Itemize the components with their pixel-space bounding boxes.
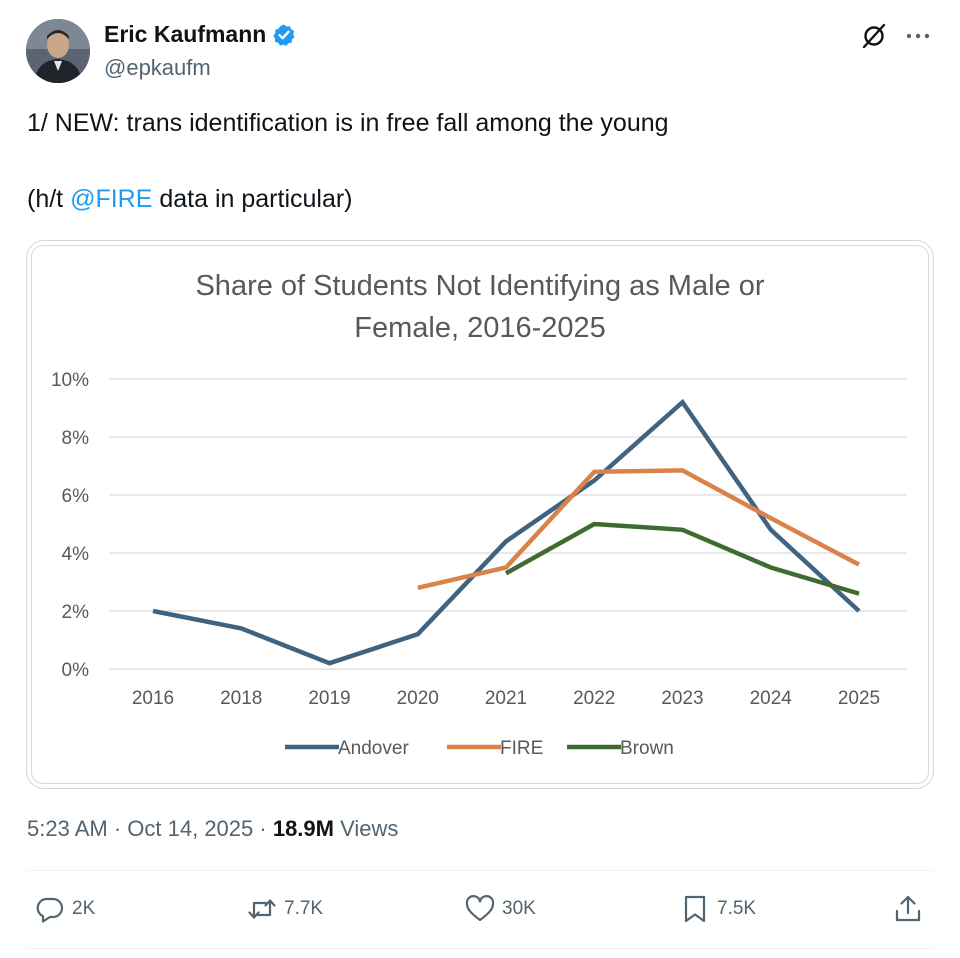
legend-label: Andover bbox=[338, 738, 409, 759]
repost-icon bbox=[248, 899, 276, 919]
bookmark-icon bbox=[684, 895, 706, 923]
chart-frame bbox=[31, 245, 929, 784]
tweet-date[interactable]: Oct 14, 2025 bbox=[127, 816, 254, 841]
more-icon[interactable] bbox=[903, 22, 933, 50]
tweet-text-line-1: 1/ NEW: trans identification is in free … bbox=[27, 109, 669, 137]
text-prefix: (h/t bbox=[27, 185, 71, 213]
legend-label: FIRE bbox=[500, 738, 543, 759]
meta-separator: · bbox=[253, 816, 273, 841]
repost-count: 7.7K bbox=[284, 898, 324, 919]
divider bbox=[27, 870, 933, 871]
x-tick-label: 2023 bbox=[661, 688, 703, 709]
x-tick-label: 2019 bbox=[308, 688, 350, 709]
repost-button[interactable]: 7.7K bbox=[246, 893, 323, 925]
share-button[interactable] bbox=[892, 893, 924, 925]
x-tick-label: 2020 bbox=[397, 688, 439, 709]
text-suffix: data in particular) bbox=[152, 185, 353, 213]
bookmark-button[interactable]: 7.5K bbox=[679, 893, 756, 925]
tweet-time[interactable]: 5:23 AM bbox=[27, 816, 108, 841]
y-tick-label: 6% bbox=[62, 486, 90, 507]
divider bbox=[27, 948, 933, 949]
chart-title-line-1: Share of Students Not Identifying as Mal… bbox=[195, 270, 764, 302]
reply-count: 2K bbox=[72, 898, 96, 919]
y-tick-label: 4% bbox=[62, 544, 90, 565]
share-icon bbox=[895, 895, 921, 922]
bookmark-count: 7.5K bbox=[717, 898, 757, 919]
x-tick-label: 2025 bbox=[838, 688, 880, 709]
series-lines bbox=[152, 398, 861, 666]
y-tick-label: 8% bbox=[62, 428, 90, 449]
avatar[interactable] bbox=[26, 19, 90, 83]
reply-icon bbox=[36, 897, 64, 923]
tweet-meta: 5:23 AM · Oct 14, 2025 · 18.9M Views bbox=[27, 816, 398, 842]
series-line-fire bbox=[417, 468, 861, 590]
series-line-andover bbox=[152, 398, 861, 666]
author-handle[interactable]: @epkaufm bbox=[104, 55, 211, 80]
y-tick-label: 0% bbox=[62, 660, 90, 681]
line-chart: Share of Students Not Identifying as Mal… bbox=[51, 270, 907, 759]
x-axis-ticks: 2016 2018 2019 2020 2021 2022 2023 2024 2025 bbox=[132, 688, 880, 709]
y-tick-label: 2% bbox=[62, 602, 90, 623]
media-image[interactable]: Share of Students Not Identifying as Mal… bbox=[26, 240, 934, 789]
x-tick-label: 2024 bbox=[750, 688, 793, 709]
grok-icon[interactable] bbox=[860, 22, 888, 50]
x-tick-label: 2018 bbox=[220, 688, 262, 709]
x-tick-label: 2022 bbox=[573, 688, 615, 709]
legend: Andover FIRE Brown bbox=[285, 738, 674, 759]
verified-badge-icon bbox=[272, 23, 296, 47]
author-name[interactable]: Eric Kaufmann bbox=[104, 21, 267, 47]
views-label: Views bbox=[333, 816, 399, 841]
legend-label: Brown bbox=[620, 738, 674, 759]
views-count: 18.9M bbox=[272, 816, 334, 841]
y-axis-ticks: 0% 2% 4% 6% 8% 10% bbox=[51, 370, 89, 681]
like-count: 30K bbox=[502, 898, 536, 919]
x-tick-label: 2016 bbox=[132, 688, 174, 709]
mention-link[interactable]: @FIRE bbox=[70, 185, 153, 213]
tweet-text-line-2: (h/t @FIRE data in particular) bbox=[27, 185, 353, 214]
like-button[interactable]: 30K bbox=[464, 893, 536, 925]
meta-separator: · bbox=[107, 816, 128, 841]
reply-button[interactable]: 2K bbox=[34, 893, 95, 925]
chart-title-line-2: Female, 2016-2025 bbox=[354, 312, 606, 344]
like-icon bbox=[465, 895, 495, 922]
x-tick-label: 2021 bbox=[485, 688, 527, 709]
y-tick-label: 10% bbox=[51, 370, 89, 391]
gridlines bbox=[109, 378, 907, 670]
series-line-brown bbox=[504, 521, 860, 596]
